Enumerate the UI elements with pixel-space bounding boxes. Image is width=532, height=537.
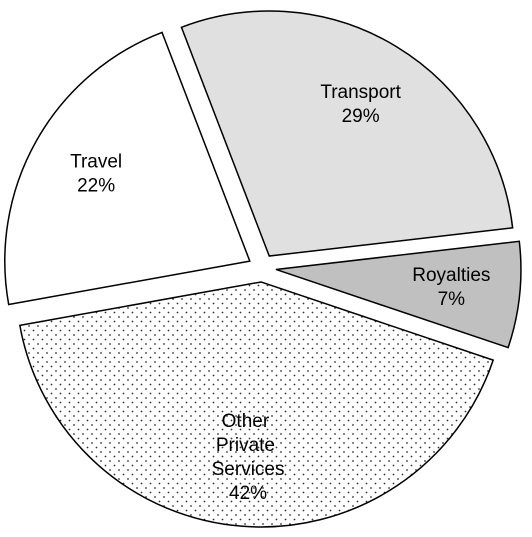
slice-label: Other Private Services [212, 411, 285, 480]
slice-label: Royalties [412, 265, 490, 286]
slice-label: Transport [320, 82, 401, 103]
pie-slice [180, 10, 514, 257]
pie-slice [18, 281, 495, 528]
pie-slice [4, 31, 251, 306]
slice-value-label: 22% [77, 176, 115, 197]
pie-slice [275, 240, 522, 349]
slice-value-label: 7% [438, 289, 466, 310]
slice-label: Travel [70, 152, 122, 173]
slice-value-label: 42% [229, 483, 267, 504]
slice-value-label: 29% [342, 106, 380, 127]
